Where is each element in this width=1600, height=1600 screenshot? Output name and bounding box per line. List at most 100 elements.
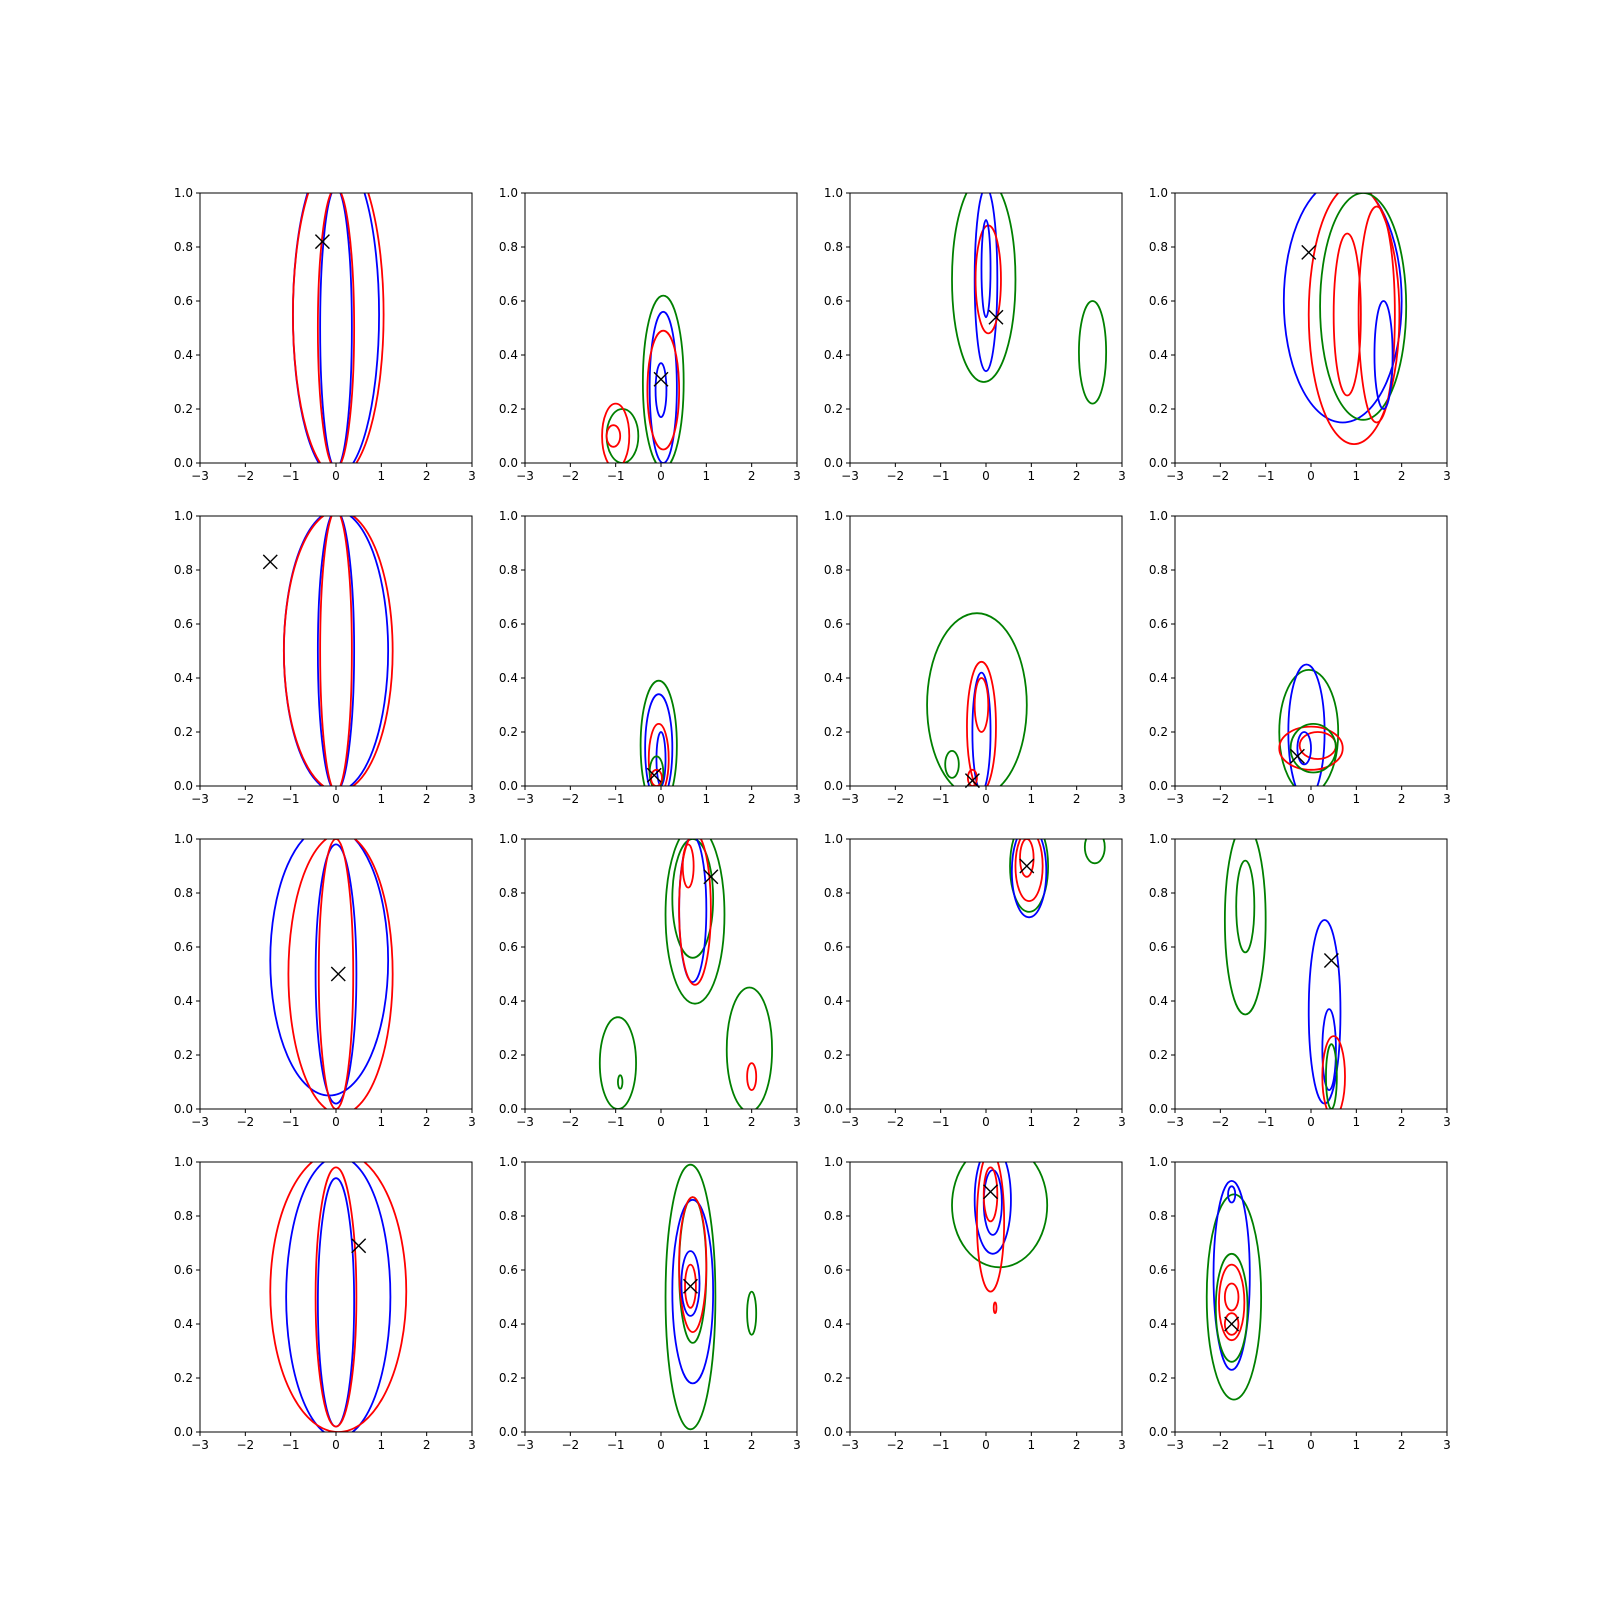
- x-tick-label: −2: [561, 469, 579, 483]
- x-tick-label: −2: [561, 792, 579, 806]
- marker-stroke: [351, 1238, 367, 1254]
- x-tick-label: −2: [236, 469, 254, 483]
- x-tick-label: 0: [982, 1115, 990, 1129]
- y-tick-label: 0.2: [824, 402, 843, 416]
- x-tick-label: −1: [932, 1438, 950, 1452]
- x-tick-label: −2: [1211, 469, 1229, 483]
- x-tick-label: 3: [468, 792, 476, 806]
- x-tick-label: 0: [1307, 792, 1315, 806]
- axes-frame: [524, 192, 798, 464]
- contour-line: [973, 193, 999, 373]
- y-tick-label: 0.2: [824, 1048, 843, 1062]
- y-tick-label: 0.4: [174, 994, 193, 1008]
- contour-line: [982, 1169, 1003, 1236]
- x-tick-label: −3: [191, 792, 209, 806]
- y-tick-label: 0.0: [824, 1102, 843, 1116]
- y-tick-label: 0.0: [499, 1102, 518, 1116]
- y-tick-label: 0.0: [499, 1425, 518, 1439]
- contour-line: [1205, 1193, 1263, 1401]
- marker-x: [1224, 1316, 1240, 1332]
- marker-stroke: [682, 1278, 698, 1294]
- x-tick-label: −3: [841, 469, 859, 483]
- axes-frame: [1174, 838, 1448, 1110]
- y-tick-label: 0.2: [174, 402, 193, 416]
- x-tick-label: 2: [423, 1438, 431, 1452]
- y-tick-label: 0.4: [1149, 1317, 1168, 1331]
- marker-stroke: [983, 1184, 999, 1200]
- y-tick-label: 0.2: [499, 1048, 518, 1062]
- y-tick-label: 0.4: [1149, 348, 1168, 362]
- contour-line: [644, 693, 674, 786]
- contour-line: [1212, 1180, 1251, 1371]
- x-tick-label: 2: [423, 792, 431, 806]
- contour-line: [285, 1162, 392, 1432]
- y-tick-label: 0.8: [1149, 1209, 1168, 1223]
- contour-layer: [1205, 1180, 1263, 1401]
- subplot-2: −3 −2 −1 0 1 2 3 0.0 0.2 0.4 0.6 0.8 1.0: [499, 186, 801, 483]
- y-tick-label: 0.0: [1149, 1102, 1168, 1116]
- axes-frame: [849, 1161, 1123, 1433]
- x-tick-label: 3: [468, 1115, 476, 1129]
- subplot-14: −3 −2 −1 0 1 2 3 0.0 0.2 0.4 0.6 0.8 1.0: [499, 1155, 801, 1452]
- contour-line: [1223, 839, 1267, 1016]
- y-tick-label: 0.8: [174, 563, 193, 577]
- x-tick-label: −1: [282, 1115, 300, 1129]
- x-tick-label: 3: [1443, 792, 1451, 806]
- x-tick-label: −1: [932, 1115, 950, 1129]
- x-tick-label: 1: [378, 792, 386, 806]
- contour-line: [1357, 205, 1396, 424]
- contour-line: [1078, 300, 1108, 405]
- x-tick-label: 1: [703, 792, 711, 806]
- contour-line: [654, 362, 668, 419]
- x-tick-label: 1: [1028, 1115, 1036, 1129]
- contour-line: [316, 1177, 356, 1428]
- y-tick-label: 1.0: [174, 509, 193, 523]
- y-tick-label: 1.0: [1149, 509, 1168, 523]
- marker-stroke: [1323, 953, 1339, 968]
- x-tick-label: −3: [516, 1438, 534, 1452]
- marker-stroke: [262, 554, 278, 570]
- contour-line: [314, 843, 358, 1105]
- x-tick-label: 0: [982, 792, 990, 806]
- axes-frame: [524, 515, 798, 787]
- y-tick-label: 0.6: [824, 617, 843, 631]
- x-tick-label: 0: [657, 1438, 665, 1452]
- y-tick-label: 0.6: [499, 1263, 518, 1277]
- y-tick-label: 0.4: [1149, 671, 1168, 685]
- subplot-4: −3 −2 −1 0 1 2 3 0.0 0.2 0.4 0.6 0.8 1.0: [1149, 186, 1451, 483]
- marker-stroke: [964, 773, 980, 789]
- contour-line: [1223, 1282, 1240, 1312]
- x-tick-label: 0: [332, 792, 340, 806]
- y-tick-label: 0.6: [1149, 294, 1168, 308]
- y-tick-label: 0.0: [499, 779, 518, 793]
- contour-line: [647, 723, 670, 786]
- contour-line: [598, 1016, 637, 1109]
- x-tick-label: −2: [886, 792, 904, 806]
- marker-x: [703, 869, 719, 885]
- y-tick-label: 0.4: [174, 348, 193, 362]
- contour-line: [1019, 839, 1035, 878]
- x-tick-label: −2: [236, 1115, 254, 1129]
- y-tick-label: 1.0: [174, 1155, 193, 1169]
- contour-line: [725, 986, 773, 1109]
- y-tick-label: 0.2: [174, 1371, 193, 1385]
- subplot-15: −3 −2 −1 0 1 2 3 0.0 0.2 0.4 0.6 0.8 1.0: [824, 1155, 1126, 1452]
- contour-layer: [601, 294, 685, 463]
- y-tick-label: 0.0: [824, 1425, 843, 1439]
- marker-stroke: [646, 767, 662, 783]
- y-tick-label: 0.6: [174, 940, 193, 954]
- y-tick-label: 0.8: [174, 886, 193, 900]
- contour-layer: [639, 679, 678, 786]
- contour-line: [1014, 839, 1044, 902]
- contour-line: [1223, 1312, 1240, 1336]
- contour-line: [973, 1162, 1012, 1255]
- contour-layer: [282, 516, 394, 786]
- contour-line: [1009, 839, 1050, 913]
- marker-x: [983, 1184, 999, 1200]
- y-tick-label: 0.6: [1149, 1263, 1168, 1277]
- subplot-12: −3 −2 −1 0 1 2 3 0.0 0.2 0.4 0.6 0.8 1.0: [1149, 832, 1451, 1129]
- x-tick-label: 2: [1073, 469, 1081, 483]
- y-tick-label: 0.2: [1149, 1048, 1168, 1062]
- x-tick-label: −2: [561, 1438, 579, 1452]
- marker-stroke: [1301, 244, 1317, 260]
